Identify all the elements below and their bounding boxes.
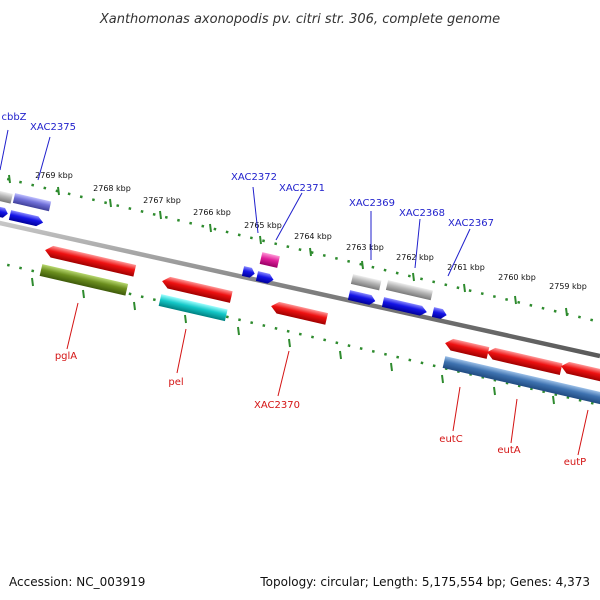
gene-arrow[interactable]	[158, 294, 228, 322]
label-callouts	[0, 129, 589, 456]
scale-tick	[412, 272, 415, 282]
scale-label: 2759 kbp	[549, 282, 587, 291]
scale-label: 2762 kbp	[396, 253, 434, 262]
gene-arrow[interactable]	[255, 271, 275, 285]
gene-arrow[interactable]	[39, 264, 129, 296]
scale-label: 2760 kbp	[498, 273, 536, 282]
scale-tick	[159, 210, 162, 220]
gene-label-pglA[interactable]: pglA	[55, 351, 77, 362]
genome-title: Xanthomonas axonopodis pv. citri str. 30…	[99, 12, 500, 27]
scale-labels: 2769 kbp 2768 kbp 2767 kbp 2766 kbp 2765 kbp…	[35, 171, 587, 291]
gene-arrow[interactable]	[347, 290, 377, 306]
scale-tick	[8, 174, 11, 184]
gene-label-eutA[interactable]: eutA	[497, 445, 520, 456]
scale-tick	[514, 295, 517, 305]
scale-tick	[288, 338, 291, 348]
accession-text: Accession: NC_003919	[9, 575, 145, 589]
scale-tick	[82, 289, 85, 299]
gene-label-eutP[interactable]: eutP	[564, 457, 586, 468]
gene-arrow[interactable]	[161, 275, 233, 303]
scale-label: 2764 kbp	[294, 232, 332, 241]
gene-arrow[interactable]	[560, 360, 600, 383]
gene-arrow[interactable]	[8, 210, 44, 227]
gene-label-pel[interactable]: pel	[168, 377, 183, 388]
scale-tick	[463, 283, 466, 293]
scale-tick	[565, 307, 568, 317]
gene-label-XAC2367[interactable]: XAC2367	[448, 218, 494, 229]
genome-backbone	[0, 220, 600, 359]
scale-tick	[184, 314, 187, 324]
scale-tick	[133, 301, 136, 311]
scale-tick	[209, 223, 212, 233]
gene-label-XAC2372[interactable]: XAC2372	[231, 172, 277, 183]
topology-text: Topology: circular; Length: 5,175,554 bp…	[259, 575, 590, 589]
gene-arrow[interactable]	[442, 356, 600, 407]
gene-arrow[interactable]	[12, 193, 52, 212]
upper-scale-track	[0, 175, 600, 324]
scale-label: 2767 kbp	[143, 196, 181, 205]
scale-label: 2763 kbp	[346, 243, 384, 252]
gene-label-XAC2375[interactable]: XAC2375	[30, 122, 76, 133]
gene-arrow[interactable]	[0, 204, 9, 218]
minus-strand-genes	[39, 244, 600, 407]
gene-arrow[interactable]	[270, 300, 328, 325]
scale-tick	[259, 235, 262, 245]
scale-ticks	[8, 174, 568, 405]
gene-arrow[interactable]	[431, 307, 448, 320]
gene-label-eutC[interactable]: eutC	[439, 434, 462, 445]
gene-label-XAC2368[interactable]: XAC2368	[399, 208, 445, 219]
gene-label-XAC2369[interactable]: XAC2369	[349, 198, 395, 209]
scale-tick	[552, 395, 555, 405]
gene-label-XAC2371[interactable]: XAC2371	[279, 183, 325, 194]
gene-arrow[interactable]	[444, 337, 490, 359]
scale-label: 2766 kbp	[193, 208, 231, 217]
gene-arrow[interactable]	[350, 274, 382, 291]
gene-arrow[interactable]	[486, 346, 563, 376]
scale-tick	[441, 374, 444, 384]
scale-tick	[339, 350, 342, 360]
scale-tick	[390, 362, 393, 372]
scale-tick	[237, 326, 240, 336]
scale-tick	[493, 386, 496, 396]
scale-tick	[57, 186, 60, 196]
scale-tick	[309, 247, 312, 257]
scale-tick	[31, 277, 34, 287]
gene-arrow[interactable]	[381, 297, 428, 317]
scale-label: 2765 kbp	[244, 221, 282, 230]
scale-label: 2769 kbp	[35, 171, 73, 180]
scale-tick	[109, 198, 112, 208]
gene-label-cbbZ[interactable]: cbbZ	[1, 112, 26, 123]
scale-label: 2768 kbp	[93, 184, 131, 193]
gene-arrow[interactable]	[44, 244, 137, 277]
scale-label: 2761 kbp	[447, 263, 485, 272]
gene-arrow[interactable]	[241, 266, 256, 278]
gene-label-XAC2370[interactable]: XAC2370	[254, 400, 300, 411]
scale-tick	[361, 260, 364, 270]
gene-arrow[interactable]	[0, 187, 13, 204]
gene-labels: cbbZ XAC2375 XAC2372 XAC2371 XAC2369 XAC…	[1, 112, 586, 468]
gene-arrow[interactable]	[259, 252, 280, 268]
plus-strand-genes	[0, 187, 448, 320]
gene-arrow[interactable]	[385, 280, 433, 301]
